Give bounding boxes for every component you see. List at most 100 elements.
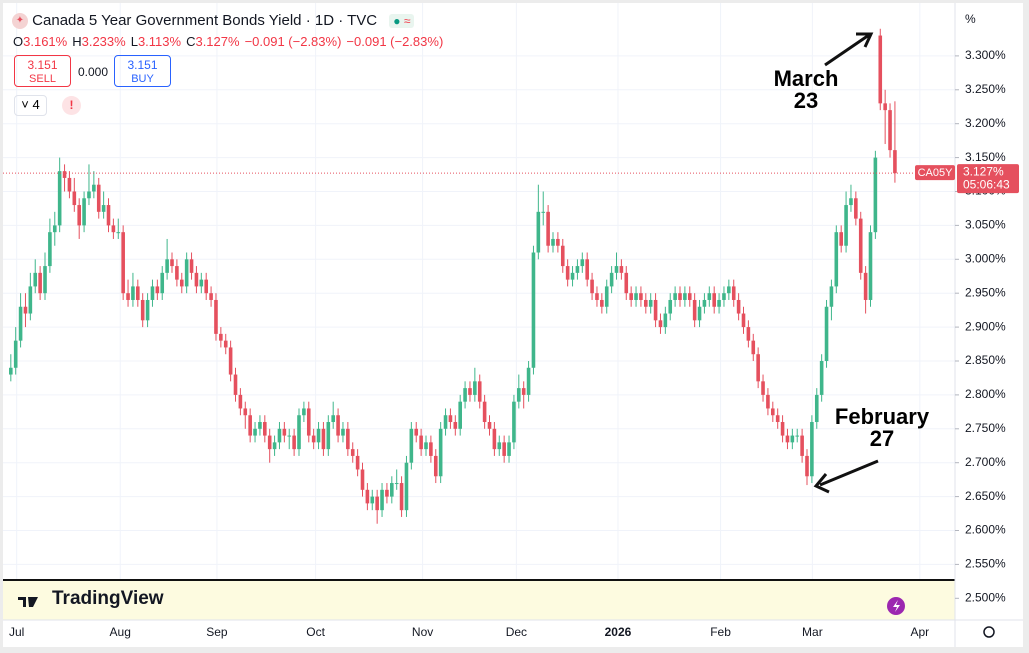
candle-body <box>517 388 521 402</box>
candle-body <box>761 381 765 395</box>
candle-body <box>785 435 790 443</box>
x-tick-label: Jul <box>9 625 24 639</box>
candle-body <box>814 394 819 423</box>
candle-body <box>311 435 316 443</box>
chart-window: TradingView % 3.300% 3.250% 3.200% 3.150% 3.… <box>3 3 1023 647</box>
candle-body <box>834 232 839 287</box>
candle-body <box>228 347 233 375</box>
candle-body <box>287 435 292 437</box>
candle-body <box>590 279 594 294</box>
candle-body <box>438 428 443 477</box>
candle-body <box>810 422 814 477</box>
candle-body <box>131 286 135 300</box>
candle-body <box>883 103 887 111</box>
candles <box>9 28 897 524</box>
candle-body <box>502 442 506 456</box>
candle-body <box>473 381 477 395</box>
candle-body <box>33 272 38 287</box>
candle-body <box>375 496 379 511</box>
y-tick-label: 3.250% <box>965 82 1006 96</box>
y-tick-label: 2.550% <box>965 557 1006 571</box>
indicators-toggle[interactable]: ˅ 4 <box>14 95 47 116</box>
alert-icon[interactable]: ! <box>62 96 81 115</box>
candle-body <box>873 157 878 233</box>
candle-body <box>160 272 165 294</box>
x-tick-label: Apr <box>910 625 929 639</box>
candle-body <box>678 293 682 300</box>
y-tick-label: 2.900% <box>965 319 1006 333</box>
candle-body <box>404 462 409 511</box>
candle-body <box>170 259 174 267</box>
candle-body <box>512 401 516 443</box>
y-tick-label: 3.150% <box>965 150 1006 164</box>
candle-body <box>805 455 809 477</box>
x-tick-label: Mar <box>802 625 823 639</box>
sell-button[interactable]: 3.151 SELL <box>14 55 71 87</box>
candle-body <box>194 272 199 287</box>
sell-label: SELL <box>29 73 56 85</box>
ohlc-value: 3.233% <box>81 34 126 49</box>
candle-body <box>766 394 770 409</box>
candle-body <box>43 266 47 294</box>
candle-body <box>697 306 702 321</box>
candle-body <box>399 483 404 511</box>
x-tick-label: Dec <box>506 625 527 639</box>
candle-body <box>96 184 101 212</box>
x-tick-label: Aug <box>110 625 131 639</box>
candle-body <box>575 266 580 273</box>
candle-body <box>13 340 18 368</box>
candle-body <box>111 225 116 233</box>
symbol-tag-bg <box>915 165 955 181</box>
candle-body <box>687 293 692 300</box>
candle-body <box>433 455 438 477</box>
x-tick-label: 2026 <box>605 625 632 639</box>
buy-label: BUY <box>131 73 154 85</box>
candle-body <box>526 367 531 395</box>
candle-body <box>893 150 897 174</box>
y-tick-label: 2.700% <box>965 455 1006 469</box>
candle-body <box>795 435 800 437</box>
candle-body <box>233 374 238 395</box>
ohlc-key: H <box>72 34 82 49</box>
candle-body <box>145 299 150 321</box>
candle-body <box>580 259 585 267</box>
candle-body <box>712 293 716 307</box>
ohlc-key: O <box>13 34 24 49</box>
candle-body <box>800 435 804 456</box>
candle-body <box>707 293 712 300</box>
candle-body <box>360 469 365 490</box>
candle-body <box>453 422 458 429</box>
candle-body <box>165 259 169 273</box>
candle-body <box>67 177 72 192</box>
change: −0.091 (−2.83%) <box>346 34 444 49</box>
status-badge: ● ≈ <box>389 14 415 28</box>
candle-body <box>731 286 736 300</box>
x-tick-label: Sep <box>206 625 228 639</box>
candle-body <box>199 279 204 287</box>
candle-body <box>394 483 399 485</box>
settings-icon[interactable] <box>983 626 995 638</box>
candle-body <box>77 205 81 226</box>
candle-body <box>204 279 208 294</box>
logo-text: TradingView <box>52 588 164 609</box>
candle-body <box>223 340 228 348</box>
candle-body <box>565 266 570 280</box>
candle-body <box>380 489 384 511</box>
candle-body <box>18 306 23 341</box>
candle-body <box>350 449 355 456</box>
candle-body <box>292 435 296 450</box>
candle-body <box>448 415 453 423</box>
candle-body <box>658 320 663 328</box>
candle-body <box>775 415 780 423</box>
annotation: February <box>835 404 930 429</box>
candle-body <box>184 259 189 287</box>
candle-body <box>648 299 653 307</box>
candle-body <box>546 211 550 246</box>
chart: TradingView % 3.300%3.250%3.200%3.150%3.… <box>3 3 1023 647</box>
candle-body <box>863 272 868 300</box>
y-tick-label: 2.650% <box>965 489 1006 503</box>
buy-button[interactable]: 3.151 BUY <box>114 55 171 87</box>
ohlc-row: O3.161% H3.233% L3.113% C3.127% −0.091 (−2.8… <box>13 34 448 49</box>
annotation: 27 <box>870 426 894 451</box>
candle-body <box>829 286 834 307</box>
